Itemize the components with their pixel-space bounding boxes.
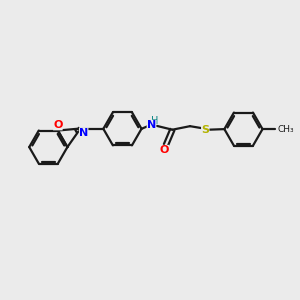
Text: O: O xyxy=(160,145,169,155)
Text: H: H xyxy=(151,116,158,126)
Text: CH₃: CH₃ xyxy=(277,124,294,134)
Text: N: N xyxy=(79,128,88,138)
Text: O: O xyxy=(53,120,62,130)
Text: S: S xyxy=(201,125,209,135)
Text: N: N xyxy=(147,120,156,130)
